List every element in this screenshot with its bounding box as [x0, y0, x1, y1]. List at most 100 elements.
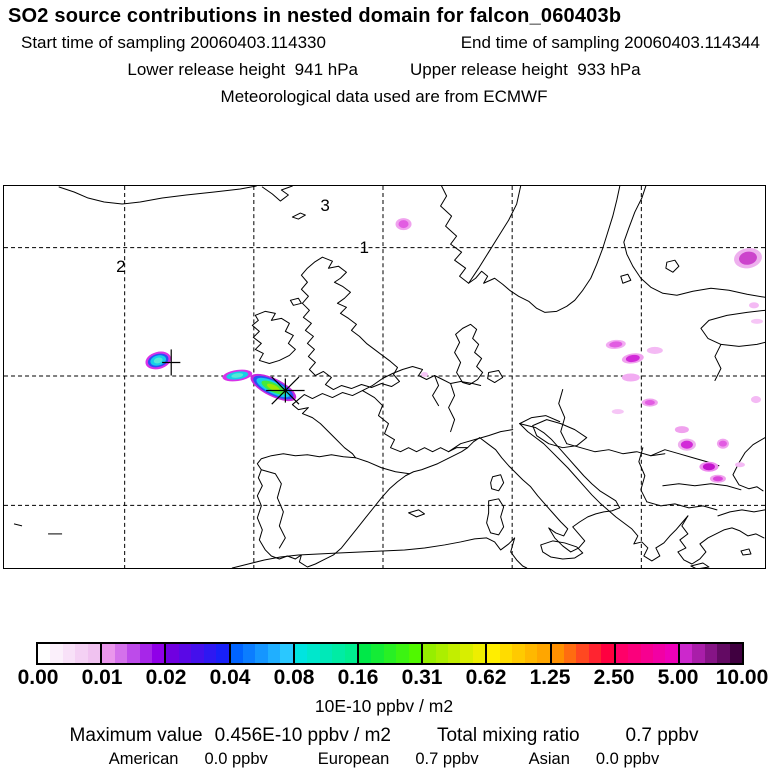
- border-germany-poland: [558, 389, 568, 445]
- colorbar-segment: [228, 644, 293, 663]
- plume-patch: [395, 218, 412, 231]
- colorbar-step: [178, 644, 192, 663]
- plume-patch: [709, 474, 726, 483]
- colorbar-step: [448, 644, 461, 663]
- island-hebrides: [289, 297, 302, 306]
- colorbar-step: [665, 644, 678, 663]
- colorbar-step: [537, 644, 550, 663]
- colorbar-tick: 1.25: [529, 666, 571, 689]
- colorbar-step: [499, 644, 513, 663]
- border-germany-west: [448, 383, 456, 433]
- coastline-iceland: [58, 186, 257, 205]
- colorbar-step: [319, 644, 333, 663]
- colorbar-step: [396, 644, 409, 663]
- total-value: 0.7 ppbv: [625, 725, 699, 746]
- colorbar-step: [267, 644, 281, 663]
- stats-row: Maximum value 0.456E-10 ppbv / m2 Total …: [0, 725, 768, 747]
- coastlines: [13, 186, 765, 568]
- colorbar-step: [307, 644, 320, 663]
- release-star-marker: [266, 376, 305, 405]
- lower-release-text: Lower release height 941 hPa: [127, 60, 358, 79]
- plume-patch: [222, 369, 253, 382]
- colorbar-step: [344, 644, 357, 663]
- plume-patch: [421, 371, 429, 377]
- plume-patch: [145, 351, 171, 370]
- colorbar-step: [615, 644, 629, 663]
- source-pair-american: American 0.0 ppbv: [109, 750, 268, 768]
- waypoint-label-1: 1: [359, 238, 368, 257]
- border-austria-hungary: [519, 415, 561, 425]
- island-faroe: [291, 212, 306, 220]
- border-baltic-east: [714, 343, 722, 382]
- colorbar-step: [216, 644, 229, 663]
- border-pyrenees: [354, 457, 411, 475]
- border-poland-south: [566, 443, 666, 457]
- colorbar-step: [280, 644, 293, 663]
- sampling-times-row: Start time of sampling 20060403.114330 E…: [0, 33, 768, 53]
- source-name: Asian: [528, 750, 570, 768]
- page-title: SO2 source contributions in nested domai…: [8, 5, 622, 27]
- colorbar-segment: [485, 644, 550, 663]
- total-label: Total mixing ratio: [436, 725, 580, 746]
- source-name: American: [108, 750, 179, 768]
- source-value: 0.0 ppbv: [204, 750, 268, 768]
- colorbar-step: [127, 644, 140, 663]
- coastline-greece-aegean: [677, 515, 765, 565]
- start-time-text: Start time of sampling 20060403.114330: [21, 33, 326, 52]
- coastline-iberia: [256, 437, 481, 568]
- colorbar-step: [332, 644, 345, 663]
- coastline-black-sea: [732, 437, 765, 492]
- colorbar-step: [230, 644, 243, 663]
- colorbar-step: [653, 644, 666, 663]
- border-france-east: [361, 390, 469, 453]
- border-norway-sweden: [468, 186, 522, 284]
- colorbar-step: [62, 644, 76, 663]
- border-danube: [662, 483, 742, 491]
- colorbar-tick: 2.50: [593, 666, 635, 689]
- met-data-row: Meteorological data used are from ECMWF: [0, 87, 768, 107]
- colorbar-step: [640, 644, 653, 663]
- colorbar-step: [38, 644, 51, 663]
- plume-patch: [699, 461, 719, 472]
- plume-patch: [641, 398, 658, 407]
- island-corsica: [490, 474, 505, 492]
- colorbar-step: [166, 644, 179, 663]
- coastline-iceland-east: [261, 186, 293, 202]
- colorbar-step: [487, 644, 500, 663]
- coastline-finland: [623, 186, 765, 298]
- colorbar: [36, 642, 744, 665]
- graticule: [4, 186, 765, 568]
- colorbar-step: [383, 644, 397, 663]
- colorbar-step: [114, 644, 128, 663]
- total-mixing-pair: Total mixing ratio: [437, 725, 580, 747]
- end-time-text: End time of sampling 20060403.114344: [460, 33, 760, 52]
- colorbar-step: [704, 644, 718, 663]
- island-gotland: [665, 259, 680, 273]
- waypoint-label-3: 3: [320, 196, 329, 215]
- plume-patch: [621, 373, 640, 382]
- colorbar-segment: [549, 644, 614, 663]
- colorbar-step: [692, 644, 705, 663]
- island-azores-1: [13, 523, 23, 527]
- colorbar-step: [255, 644, 268, 663]
- plume-patch: [611, 409, 624, 415]
- colorbar-step: [87, 644, 101, 663]
- border-bulgaria-greece: [646, 501, 718, 511]
- border-portugal-spain: [260, 469, 286, 549]
- colorbar-step: [512, 644, 525, 663]
- colorbar-tick: 0.02: [145, 666, 187, 689]
- colorbar-step: [460, 644, 473, 663]
- island-rhodes: [740, 548, 752, 556]
- coastline-italy: [479, 423, 621, 553]
- plume-patch: [750, 396, 761, 404]
- plume-overlay: 1 2 3: [116, 196, 763, 483]
- colorbar-step: [628, 644, 641, 663]
- colorbar-tick: 5.00: [657, 666, 699, 689]
- colorbar-tick: 0.00: [17, 666, 59, 689]
- plume-patch: [748, 302, 759, 309]
- colorbar-unit: 10E-10 ppbv / m2: [314, 696, 454, 716]
- colorbar-step: [151, 644, 165, 663]
- colorbar-step: [203, 644, 217, 663]
- island-balearics: [408, 509, 426, 518]
